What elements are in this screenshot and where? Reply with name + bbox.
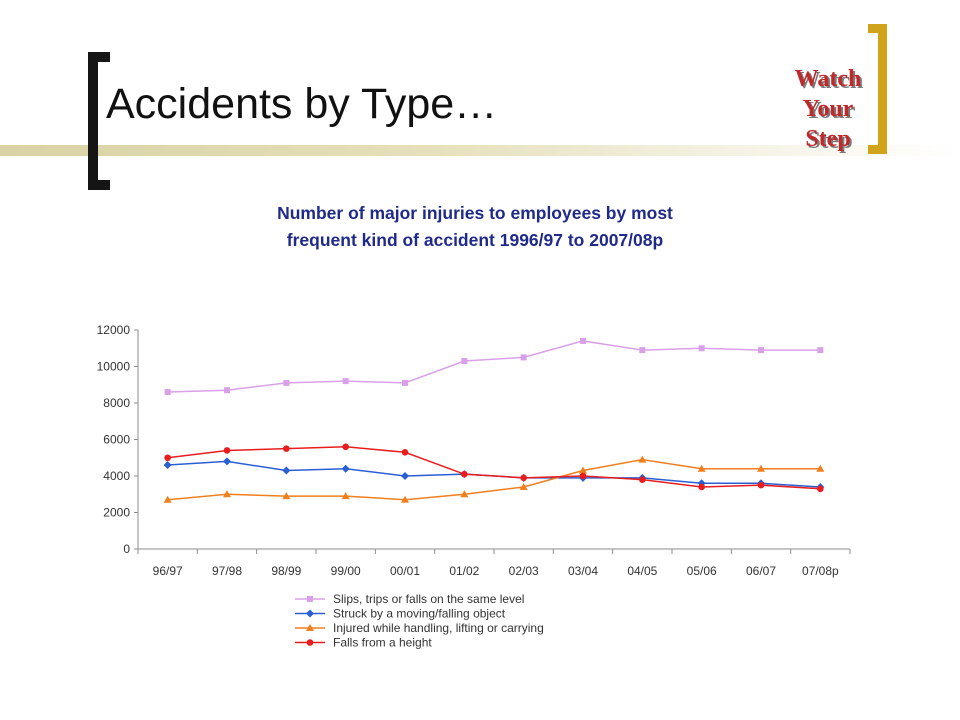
data-point xyxy=(401,495,409,503)
x-tick-label: 96/97 xyxy=(153,564,183,578)
data-point xyxy=(698,483,705,491)
data-point xyxy=(579,472,587,480)
data-point xyxy=(163,461,172,470)
legend-label: Falls from a height xyxy=(333,636,432,650)
logo-line-3: Step xyxy=(805,126,850,152)
x-tick-label: 04/05 xyxy=(627,564,657,578)
x-tick-label: 99/00 xyxy=(331,564,361,578)
data-point xyxy=(817,347,824,354)
data-point xyxy=(639,476,646,483)
series-line-1 xyxy=(167,340,821,393)
data-point xyxy=(580,337,586,344)
data-point xyxy=(164,454,171,462)
data-point xyxy=(306,639,314,646)
logo-line-1: Watch xyxy=(795,66,862,92)
x-tick-label: 97/98 xyxy=(212,564,242,578)
legend-label: Slips, trips or falls on the same level xyxy=(333,592,524,606)
x-tick-label: 00/01 xyxy=(390,564,420,578)
data-point xyxy=(224,387,230,394)
y-tick-label: 0 xyxy=(123,542,130,556)
data-point xyxy=(520,354,527,361)
legend-label: Struck by a moving/falling object xyxy=(333,607,506,621)
data-point xyxy=(306,609,314,618)
data-point xyxy=(520,474,527,482)
data-point xyxy=(817,485,824,493)
data-point xyxy=(223,490,231,498)
x-tick-label: 01/02 xyxy=(449,564,479,578)
x-tick-label: 03/04 xyxy=(568,564,598,578)
x-tick-label: 05/06 xyxy=(687,564,717,578)
subtitle-line-1: Number of major injuries to employees by… xyxy=(277,203,673,223)
y-tick-label: 8000 xyxy=(103,396,130,410)
data-point xyxy=(519,482,528,490)
data-point xyxy=(579,466,587,474)
data-point xyxy=(307,596,313,602)
data-point xyxy=(283,379,290,386)
data-point xyxy=(342,378,349,385)
y-tick-label: 10000 xyxy=(97,360,131,374)
svg-text:Your: Your xyxy=(805,98,856,124)
y-tick-label: 4000 xyxy=(103,469,130,483)
data-point xyxy=(401,472,409,480)
svg-text:Watch: Watch xyxy=(797,68,864,94)
data-point xyxy=(460,490,469,498)
data-point xyxy=(341,492,350,500)
data-point xyxy=(638,455,647,463)
right-bracket-decoration xyxy=(868,24,887,154)
data-point xyxy=(757,481,765,489)
data-point xyxy=(283,445,290,452)
data-point xyxy=(401,448,409,456)
data-point xyxy=(461,470,468,478)
series-line-4 xyxy=(167,446,821,490)
data-point xyxy=(223,457,231,466)
chart-subtitle: Number of major injuries to employees by… xyxy=(180,200,770,254)
data-point xyxy=(341,464,350,473)
y-tick-label: 12000 xyxy=(97,323,131,337)
y-tick-label: 2000 xyxy=(103,506,130,520)
data-point xyxy=(164,389,171,396)
data-point xyxy=(698,345,705,352)
watch-your-step-logo: Watch Your Step Watch Your Step xyxy=(770,60,888,166)
data-point xyxy=(163,495,172,503)
data-point xyxy=(306,624,314,631)
x-tick-label: 02/03 xyxy=(509,564,539,578)
data-point xyxy=(697,464,706,472)
data-point xyxy=(639,347,646,354)
data-point xyxy=(282,466,291,475)
data-point xyxy=(757,464,765,472)
data-point xyxy=(342,443,349,451)
left-bracket-decoration xyxy=(88,52,110,190)
data-point xyxy=(816,464,825,472)
decorative-gold-bar xyxy=(0,145,960,156)
chart-svg: 0 2000 4000 6000 8000 10000 12000 96/97 97/98 98/… xyxy=(97,323,851,650)
x-tick-label: 06/07 xyxy=(746,564,776,578)
data-point xyxy=(402,379,408,386)
subtitle-line-2: frequent kind of accident 1996/97 to 200… xyxy=(286,230,664,250)
series-line-2 xyxy=(167,460,821,488)
svg-text:Step: Step xyxy=(807,128,852,154)
slide-title: Accidents by Type… xyxy=(106,80,498,128)
x-tick-label: 07/08p xyxy=(802,564,839,578)
data-point xyxy=(223,447,231,454)
y-tick-label: 6000 xyxy=(103,433,130,447)
data-point xyxy=(758,347,764,354)
data-point xyxy=(461,358,468,365)
legend-label: Injured while handling, lifting or carry… xyxy=(333,621,544,635)
x-tick-label: 98/99 xyxy=(271,564,301,578)
data-point xyxy=(282,492,291,500)
series-line-3 xyxy=(167,458,821,501)
injuries-line-chart: 0 2000 4000 6000 8000 10000 12000 96/97 97/98 98/… xyxy=(80,318,860,663)
logo-line-2: Your xyxy=(803,96,854,122)
